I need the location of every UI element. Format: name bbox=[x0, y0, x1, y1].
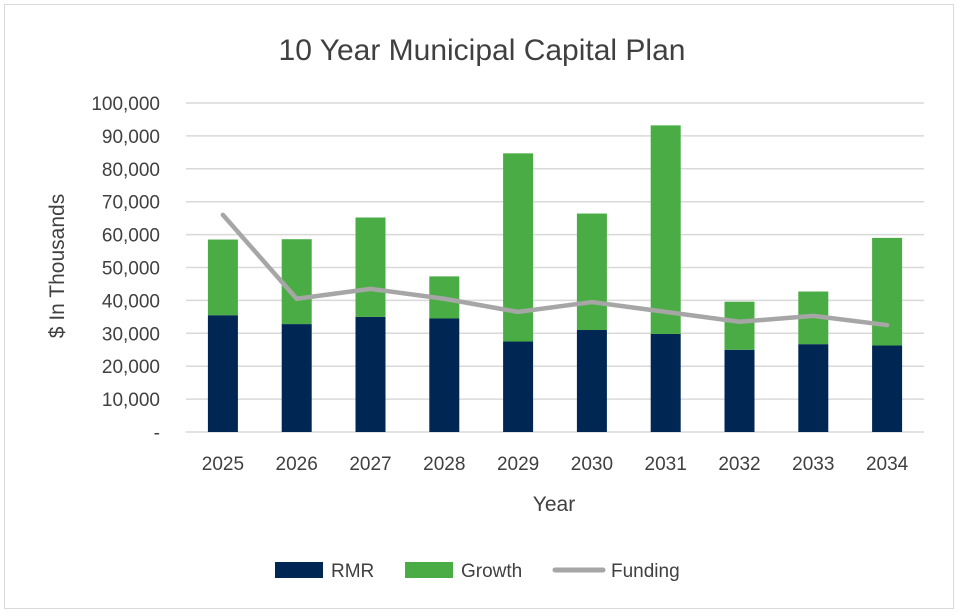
bar-growth-2034 bbox=[872, 237, 903, 346]
funding-line bbox=[220, 212, 890, 328]
x-tick-label: 2025 bbox=[202, 454, 244, 475]
y-tick-label: 10,000 bbox=[102, 390, 160, 411]
y-tick-label: 60,000 bbox=[102, 226, 160, 247]
bar-growth-2027 bbox=[355, 217, 386, 317]
bar-rmr-2028 bbox=[429, 318, 460, 432]
x-tick-label: 2026 bbox=[276, 454, 318, 475]
legend-label-funding: Funding bbox=[611, 561, 680, 582]
bar-rmr-2025 bbox=[207, 315, 238, 432]
x-tick-label: 2033 bbox=[792, 454, 834, 475]
y-tick-labels: - 10,000 20,000 30,000 40,000 50,000 60,000 70,… bbox=[91, 94, 160, 444]
bar-growth-2025 bbox=[207, 239, 238, 316]
x-tick-label: 2029 bbox=[497, 454, 539, 475]
y-tick-label: 80,000 bbox=[102, 160, 160, 181]
bar-rmr-2027 bbox=[355, 316, 386, 432]
legend-swatch-rmr bbox=[275, 562, 323, 578]
x-tick-labels: 2025 2026 2027 2028 2029 2030 2031 2032 2033 2034 bbox=[202, 454, 909, 475]
chart-title: 10 Year Municipal Capital Plan bbox=[279, 34, 686, 67]
y-tick-label: - bbox=[154, 423, 160, 444]
legend-label-growth: Growth bbox=[461, 561, 522, 582]
x-tick-label: 2028 bbox=[423, 454, 465, 475]
x-tick-label: 2027 bbox=[349, 454, 391, 475]
line-funding bbox=[220, 212, 890, 328]
y-tick-label: 90,000 bbox=[102, 127, 160, 148]
y-axis-label: $ In Thousands bbox=[46, 194, 69, 338]
y-tick-label: 20,000 bbox=[102, 357, 160, 378]
bar-rmr-2033 bbox=[798, 344, 829, 432]
y-tick-label: 50,000 bbox=[102, 259, 160, 280]
bar-growth-2031 bbox=[650, 125, 681, 334]
x-axis-label: Year bbox=[533, 493, 575, 516]
bar-growth-2030 bbox=[576, 213, 607, 331]
legend-swatch-growth bbox=[405, 562, 453, 578]
x-tick-label: 2031 bbox=[645, 454, 687, 475]
bars bbox=[207, 125, 903, 432]
bar-growth-2026 bbox=[281, 239, 312, 325]
bar-rmr-2032 bbox=[724, 349, 755, 432]
x-tick-label: 2030 bbox=[571, 454, 613, 475]
legend: RMR Growth Funding bbox=[275, 561, 680, 582]
y-tick-label: 70,000 bbox=[102, 193, 160, 214]
bar-rmr-2031 bbox=[650, 333, 681, 432]
legend-label-rmr: RMR bbox=[331, 561, 374, 582]
x-tick-label: 2034 bbox=[866, 454, 909, 475]
bar-growth-2032 bbox=[724, 301, 755, 350]
bar-rmr-2034 bbox=[872, 345, 903, 432]
y-tick-label: 40,000 bbox=[102, 291, 160, 312]
bar-rmr-2030 bbox=[576, 330, 607, 432]
y-tick-label: 30,000 bbox=[102, 324, 160, 345]
x-tick-label: 2032 bbox=[718, 454, 760, 475]
y-tick-label: 100,000 bbox=[91, 94, 160, 115]
bar-rmr-2026 bbox=[281, 324, 312, 432]
bar-rmr-2029 bbox=[503, 341, 534, 432]
